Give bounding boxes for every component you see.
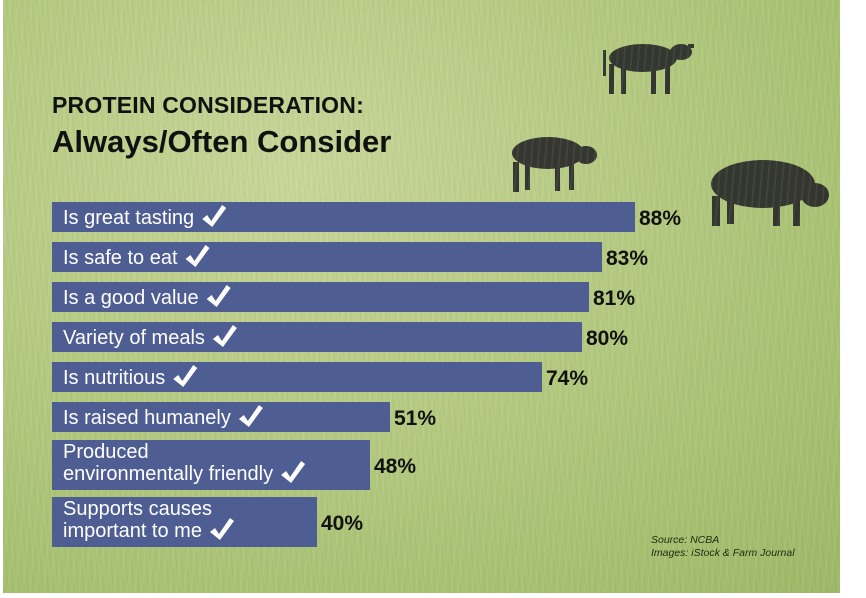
cow-photo-layer <box>512 44 829 226</box>
bar-category-label: Supports causes <box>63 498 212 520</box>
bar-category-label: Produced <box>63 441 149 463</box>
infographic-panel: PROTEIN CONSIDERATION: Always/Often Cons… <box>3 0 840 593</box>
checkmark-icon <box>238 405 263 427</box>
bar <box>52 322 582 352</box>
cow-image-1 <box>603 44 694 94</box>
bar-category-label: Variety of meals <box>63 327 205 349</box>
bar <box>52 362 542 392</box>
bar-category-label: Is nutritious <box>63 367 165 389</box>
bar-value-label: 40% <box>321 512 363 535</box>
image-credit-line: Images: iStock & Farm Journal <box>651 547 795 559</box>
checkmark-icon <box>206 285 231 307</box>
bar-value-label: 80% <box>586 327 628 350</box>
bar-category-label: Is raised humanely <box>63 407 231 429</box>
checkmark-icon <box>209 518 234 540</box>
bar-category-label: Is great tasting <box>63 207 194 229</box>
checkmark-icon <box>173 365 198 387</box>
source-credit: Source: NCBA Images: iStock & Farm Journ… <box>651 534 795 560</box>
checkmark-icon <box>185 245 210 267</box>
bar-value-label: 48% <box>374 455 416 478</box>
bar <box>52 242 602 272</box>
chart-title: PROTEIN CONSIDERATION: <box>52 92 364 118</box>
checkmark-icon <box>202 205 227 227</box>
bar-value-label: 74% <box>546 367 588 390</box>
bar-value-label: 51% <box>394 407 436 430</box>
bar-value-label: 88% <box>639 207 681 230</box>
cow-image-3 <box>711 160 829 226</box>
cow-image-2 <box>512 137 597 192</box>
source-line: Source: NCBA <box>651 534 720 546</box>
bar-value-label: 81% <box>593 287 635 310</box>
bar <box>52 497 317 547</box>
bar-category-label: Is safe to eat <box>63 247 178 269</box>
bar-category-label: Is a good value <box>63 287 199 309</box>
bar <box>52 402 390 432</box>
checkmark-icon <box>281 461 306 483</box>
bar-category-label: important to me <box>63 520 202 542</box>
bar-category-label: environmentally friendly <box>63 463 273 485</box>
bar-chart: Is great tasting 88% Is safe to eat 83% Is a… <box>52 202 681 547</box>
bar <box>52 282 589 312</box>
bar <box>52 202 635 232</box>
checkmark-icon <box>212 325 237 347</box>
bar-value-label: 83% <box>606 247 648 270</box>
bar <box>52 440 370 490</box>
chart-subtitle: Always/Often Consider <box>52 124 392 159</box>
